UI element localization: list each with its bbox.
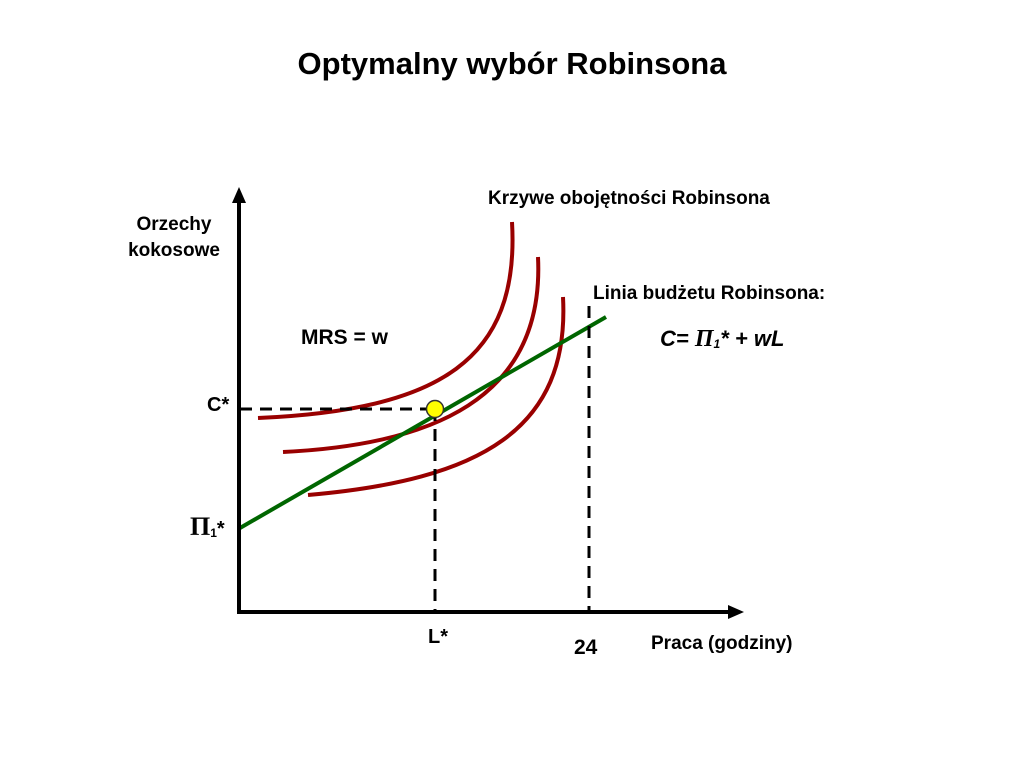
indifference-curve-2 bbox=[282, 256, 541, 454]
x-axis-label: Praca (godziny) bbox=[651, 633, 793, 654]
budget-equation-suffix: * + wL bbox=[720, 326, 785, 351]
optimum-point bbox=[425, 399, 445, 419]
l-star-label: L* bbox=[428, 626, 448, 648]
hours-max-label: 24 bbox=[574, 636, 598, 659]
y-axis-label-line-2: kokosowe bbox=[128, 240, 220, 261]
pi-intercept-subscript: 1 bbox=[210, 526, 217, 540]
pi-intercept-symbol: Π bbox=[190, 512, 211, 541]
y-axis-arrow bbox=[232, 187, 246, 203]
pi-intercept-suffix: * bbox=[216, 518, 225, 540]
budget-equation: C= Π1* + wL bbox=[660, 326, 784, 353]
page-title: Optymalny wybór Robinsona bbox=[297, 46, 727, 81]
x-axis-arrow bbox=[728, 605, 744, 619]
indifference-curves-label: Krzywe obojętności Robinsona bbox=[488, 188, 770, 209]
c-star-label: C* bbox=[207, 394, 230, 416]
budget-line bbox=[239, 315, 607, 530]
budget-equation-prefix: C= bbox=[660, 326, 695, 351]
budget-line-label: Linia budżetu Robinsona: bbox=[593, 283, 826, 304]
indifference-curve-3 bbox=[307, 296, 566, 497]
budget-equation-subscript: 1 bbox=[713, 337, 721, 351]
budget-equation-pi-symbol: Π bbox=[694, 326, 714, 352]
indifference-curve-1 bbox=[257, 221, 515, 420]
pi-intercept-label: Π1* bbox=[190, 512, 225, 542]
y-axis-label: Orzechy kokosowe bbox=[104, 212, 244, 264]
mrs-label: MRS = w bbox=[301, 326, 388, 349]
y-axis-label-line-1: Orzechy bbox=[136, 214, 212, 235]
